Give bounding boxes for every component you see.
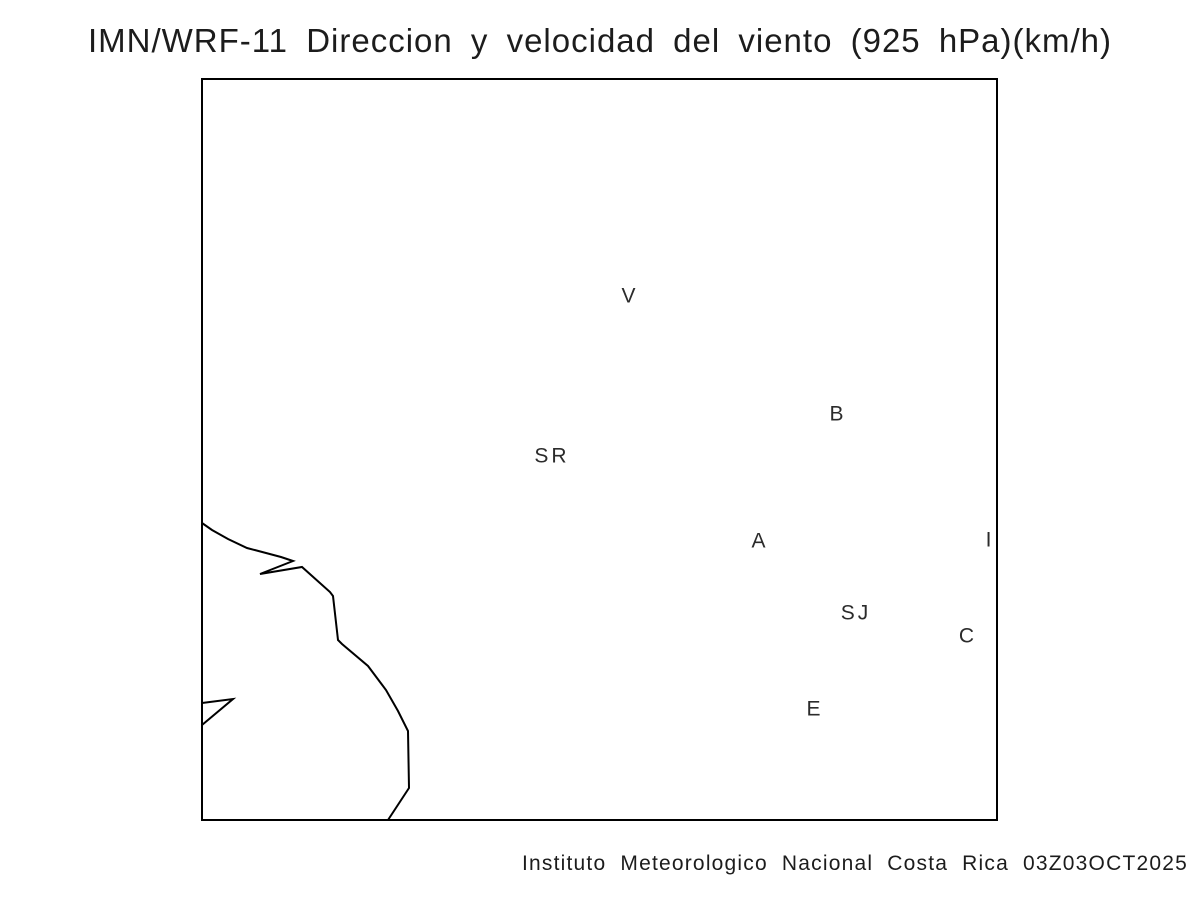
station-label-i: I: [985, 528, 995, 552]
footer-credit: Instituto Meteorologico Nacional Costa R…: [522, 852, 1188, 875]
station-label-e: E: [806, 697, 824, 721]
station-label-sj: SJ: [840, 601, 872, 625]
station-label-a: A: [751, 529, 769, 553]
station-label-c: C: [958, 624, 978, 648]
coastline-caribbean-coast: [201, 522, 411, 821]
page-title: IMN/WRF-11 Direccion y velocidad del vie…: [87, 22, 1113, 59]
map-frame: [201, 78, 998, 821]
station-label-sr: SR: [534, 444, 570, 468]
station-label-v: V: [621, 284, 639, 308]
coastline-coastal-inlet: [201, 697, 237, 726]
station-label-b: B: [829, 402, 847, 426]
